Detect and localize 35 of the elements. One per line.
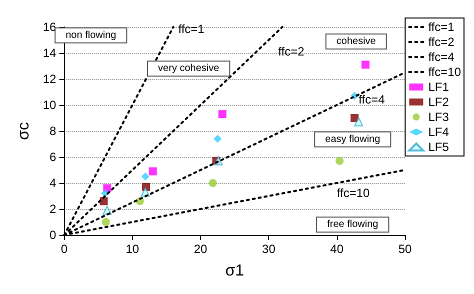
legend-label: LF5 xyxy=(428,140,450,154)
y-tick-label: 6 xyxy=(50,150,57,164)
y-tick-label: 4 xyxy=(50,176,57,190)
y-tick-label: 16 xyxy=(42,20,57,34)
x-tick-label: 40 xyxy=(330,242,344,256)
legend-label: ffc=1 xyxy=(428,20,455,34)
x-axis-title: σ1 xyxy=(225,262,244,280)
legend-label: ffc=2 xyxy=(428,35,455,49)
annotation: non flowing xyxy=(66,30,116,41)
annotation: very cohesive xyxy=(158,63,220,74)
y-tick-label: 14 xyxy=(42,46,57,60)
y-axis-title: σc xyxy=(16,122,32,140)
legend-label: LF2 xyxy=(428,95,450,109)
legend-label: LF4 xyxy=(428,125,450,139)
y-tick-label: 0 xyxy=(50,228,57,242)
text: ffc=1 xyxy=(178,22,204,36)
y-tick-label: 10 xyxy=(42,98,57,112)
text: ffc=2 xyxy=(278,44,304,58)
y-tick-label: 2 xyxy=(50,202,57,216)
y-tick-label: 12 xyxy=(42,72,57,86)
legend-label: ffc=10 xyxy=(428,65,462,79)
annotation: easy flowing xyxy=(325,134,380,145)
legend-label: LF1 xyxy=(428,80,450,94)
y-tick-label: 8 xyxy=(50,124,57,138)
x-tick-label: 0 xyxy=(60,242,68,256)
legend-label: LF3 xyxy=(428,110,450,124)
text: ffc=4 xyxy=(358,92,385,106)
legend-label: ffc=4 xyxy=(428,50,455,64)
x-tick-label: 10 xyxy=(126,242,140,256)
x-tick-label: 50 xyxy=(398,242,412,256)
annotation: cohesive xyxy=(336,36,376,48)
x-tick-label: 20 xyxy=(194,242,208,256)
text: ffc=10 xyxy=(336,186,370,200)
x-tick-label: 30 xyxy=(262,242,276,256)
annotation: free flowing xyxy=(327,219,378,230)
